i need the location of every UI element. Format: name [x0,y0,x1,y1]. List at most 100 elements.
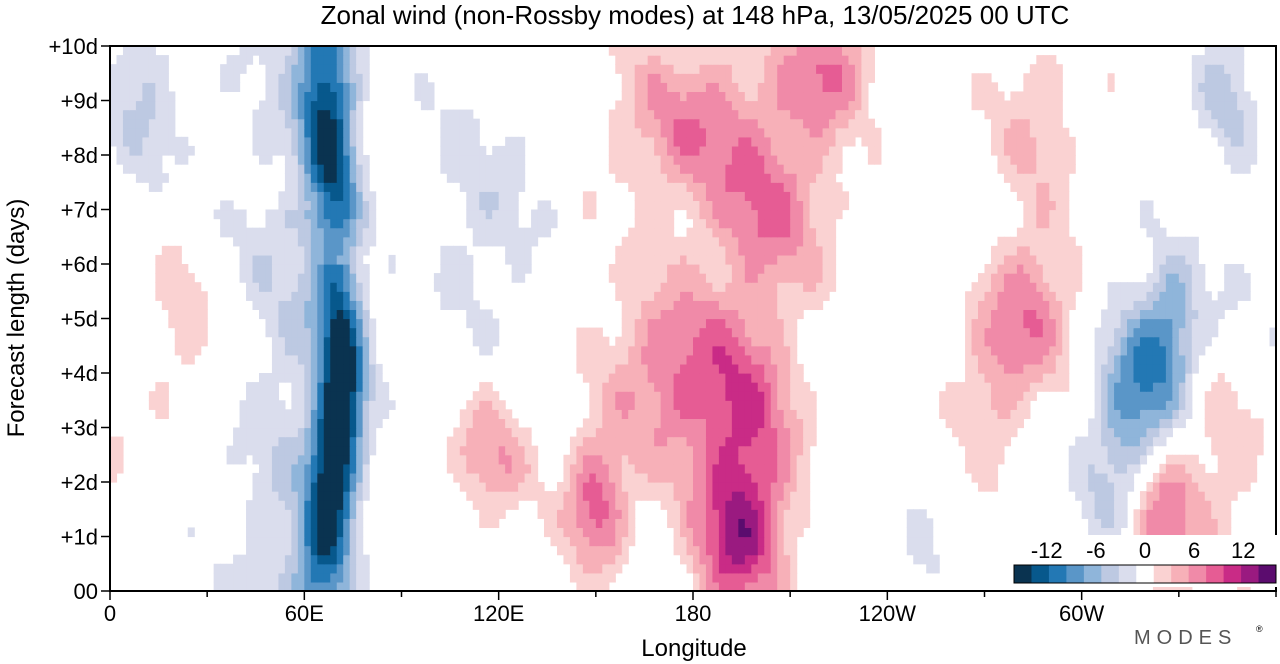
heatmap-cell [738,572,746,583]
heatmap-cell [589,427,597,438]
heatmap-cell [628,373,636,383]
heatmap-cell [809,227,817,238]
heatmap-cell [978,291,986,301]
heatmap-cell [323,363,331,374]
heatmap-cell [1139,200,1148,211]
heatmap-cell [790,436,798,447]
heatmap-cell [148,182,156,192]
heatmap-cell [1217,136,1225,147]
heatmap-cell [589,545,597,556]
heatmap-cell [718,318,726,329]
heatmap-cell [984,454,992,465]
heatmap-cell [466,400,474,410]
heatmap-cell [336,491,344,501]
heatmap-cell [1127,445,1135,456]
heatmap-cell [129,136,137,147]
heatmap-cell [1023,245,1031,256]
heatmap-cell [1224,500,1232,510]
heatmap-cell [718,127,726,138]
heatmap-cell [770,536,778,547]
heatmap-cell [226,64,234,74]
heatmap-cell [621,127,629,138]
heatmap-cell [582,500,590,510]
heatmap-cell [1036,291,1044,301]
heatmap-cell [440,109,448,120]
heatmap-cell [271,563,280,574]
heatmap-cell [271,373,280,383]
heatmap-cell [330,545,338,556]
heatmap-cell [738,536,746,547]
heatmap-cell [686,100,694,111]
heatmap-cell [1191,336,1199,347]
heatmap-cell [1243,463,1251,474]
heatmap-cell [731,254,739,265]
heatmap-cell [330,209,338,220]
heatmap-cell [725,454,733,465]
heatmap-cell [433,273,441,283]
heatmap-cell [569,572,577,583]
heatmap-cell [764,209,772,220]
heatmap-cell [1178,409,1186,420]
heatmap-cell [997,300,1005,311]
heatmap-cell [829,218,837,229]
heatmap-cell [569,518,577,529]
heatmap-cell [1055,264,1063,274]
heatmap-cell [446,454,454,465]
heatmap-cell [796,236,804,247]
heatmap-cell [621,482,629,492]
heatmap-cell [531,227,539,238]
heatmap-cell [809,145,817,156]
heatmap-cell [511,445,519,456]
heatmap-cell [155,291,163,301]
heatmap-cell [803,382,811,392]
heatmap-cell [718,445,726,456]
heatmap-cell [945,400,953,410]
heatmap-cell [680,345,688,356]
heatmap-cell [984,363,992,374]
heatmap-cell [323,554,331,565]
heatmap-cell [304,182,312,192]
heatmap-cell [1010,400,1018,410]
heatmap-cell [226,218,234,229]
heatmap-cell [297,418,305,429]
heatmap-cell [1191,254,1199,265]
heatmap-cell [459,145,467,156]
heatmap-cell [589,463,597,474]
heatmap-cell [505,200,513,211]
heatmap-cell [265,254,273,265]
heatmap-cell [783,227,791,238]
heatmap-cell [1088,527,1096,538]
heatmap-cell [595,545,603,556]
heatmap-cell [1159,472,1167,483]
heatmap-cell [1185,264,1193,274]
heatmap-cell [705,436,714,447]
heatmap-cell [673,282,681,292]
heatmap-cell [174,291,182,301]
heatmap-cell [693,273,701,283]
heatmap-cell [498,218,506,229]
heatmap-cell [647,418,655,429]
heatmap-cell [297,309,305,320]
heatmap-cell [330,291,338,301]
heatmap-cell [472,472,480,483]
heatmap-cell [362,191,370,202]
heatmap-cell [654,418,662,429]
heatmap-cell [751,500,759,510]
heatmap-cell [1191,472,1199,483]
heatmap-cell [323,127,331,138]
heatmap-cell [757,527,765,538]
heatmap-cell [1178,509,1186,519]
heatmap-cell [738,581,746,592]
heatmap-cell [271,400,280,410]
heatmap-cell [356,145,364,156]
heatmap-cell [1010,363,1018,374]
heatmap-cell [965,400,973,410]
heatmap-cell [323,164,331,174]
heatmap-cell [777,309,785,320]
heatmap-cell [757,218,765,229]
heatmap-cell [239,454,247,465]
heatmap-cell [1016,391,1024,401]
heatmap-cell [770,145,778,156]
heatmap-cell [252,500,260,510]
heatmap-cell [770,191,778,202]
